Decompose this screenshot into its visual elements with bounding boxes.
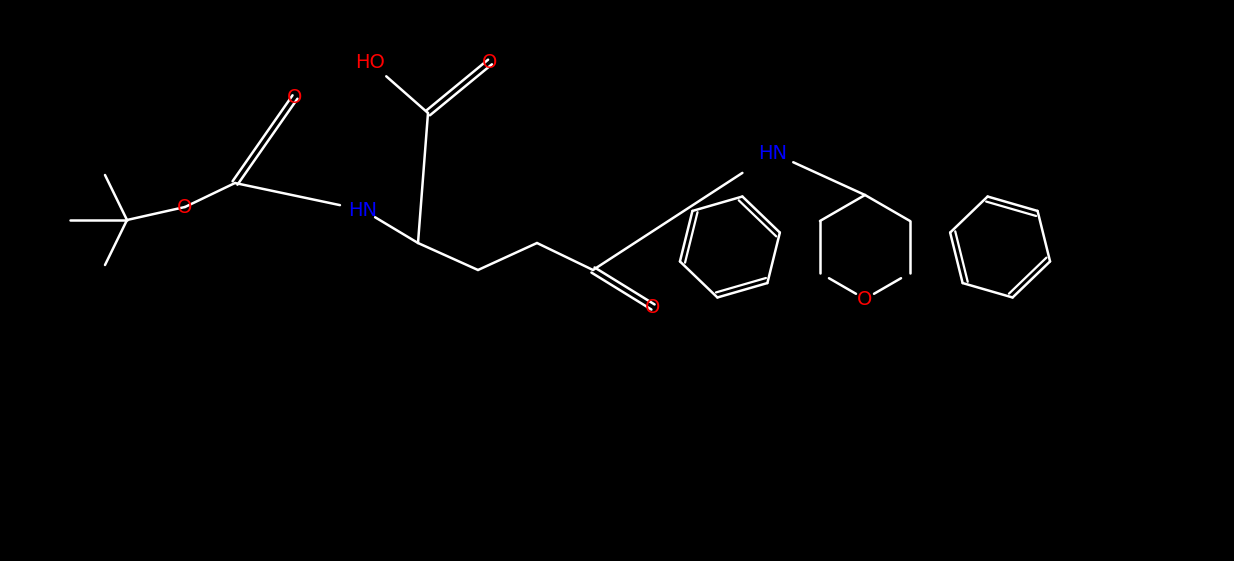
Text: O: O <box>288 88 302 107</box>
Text: O: O <box>645 297 660 316</box>
Text: HN: HN <box>348 200 378 219</box>
Text: O: O <box>858 289 872 309</box>
Text: O: O <box>178 197 193 217</box>
Text: HO: HO <box>355 53 385 71</box>
Text: O: O <box>482 53 497 71</box>
Text: HN: HN <box>759 144 787 163</box>
